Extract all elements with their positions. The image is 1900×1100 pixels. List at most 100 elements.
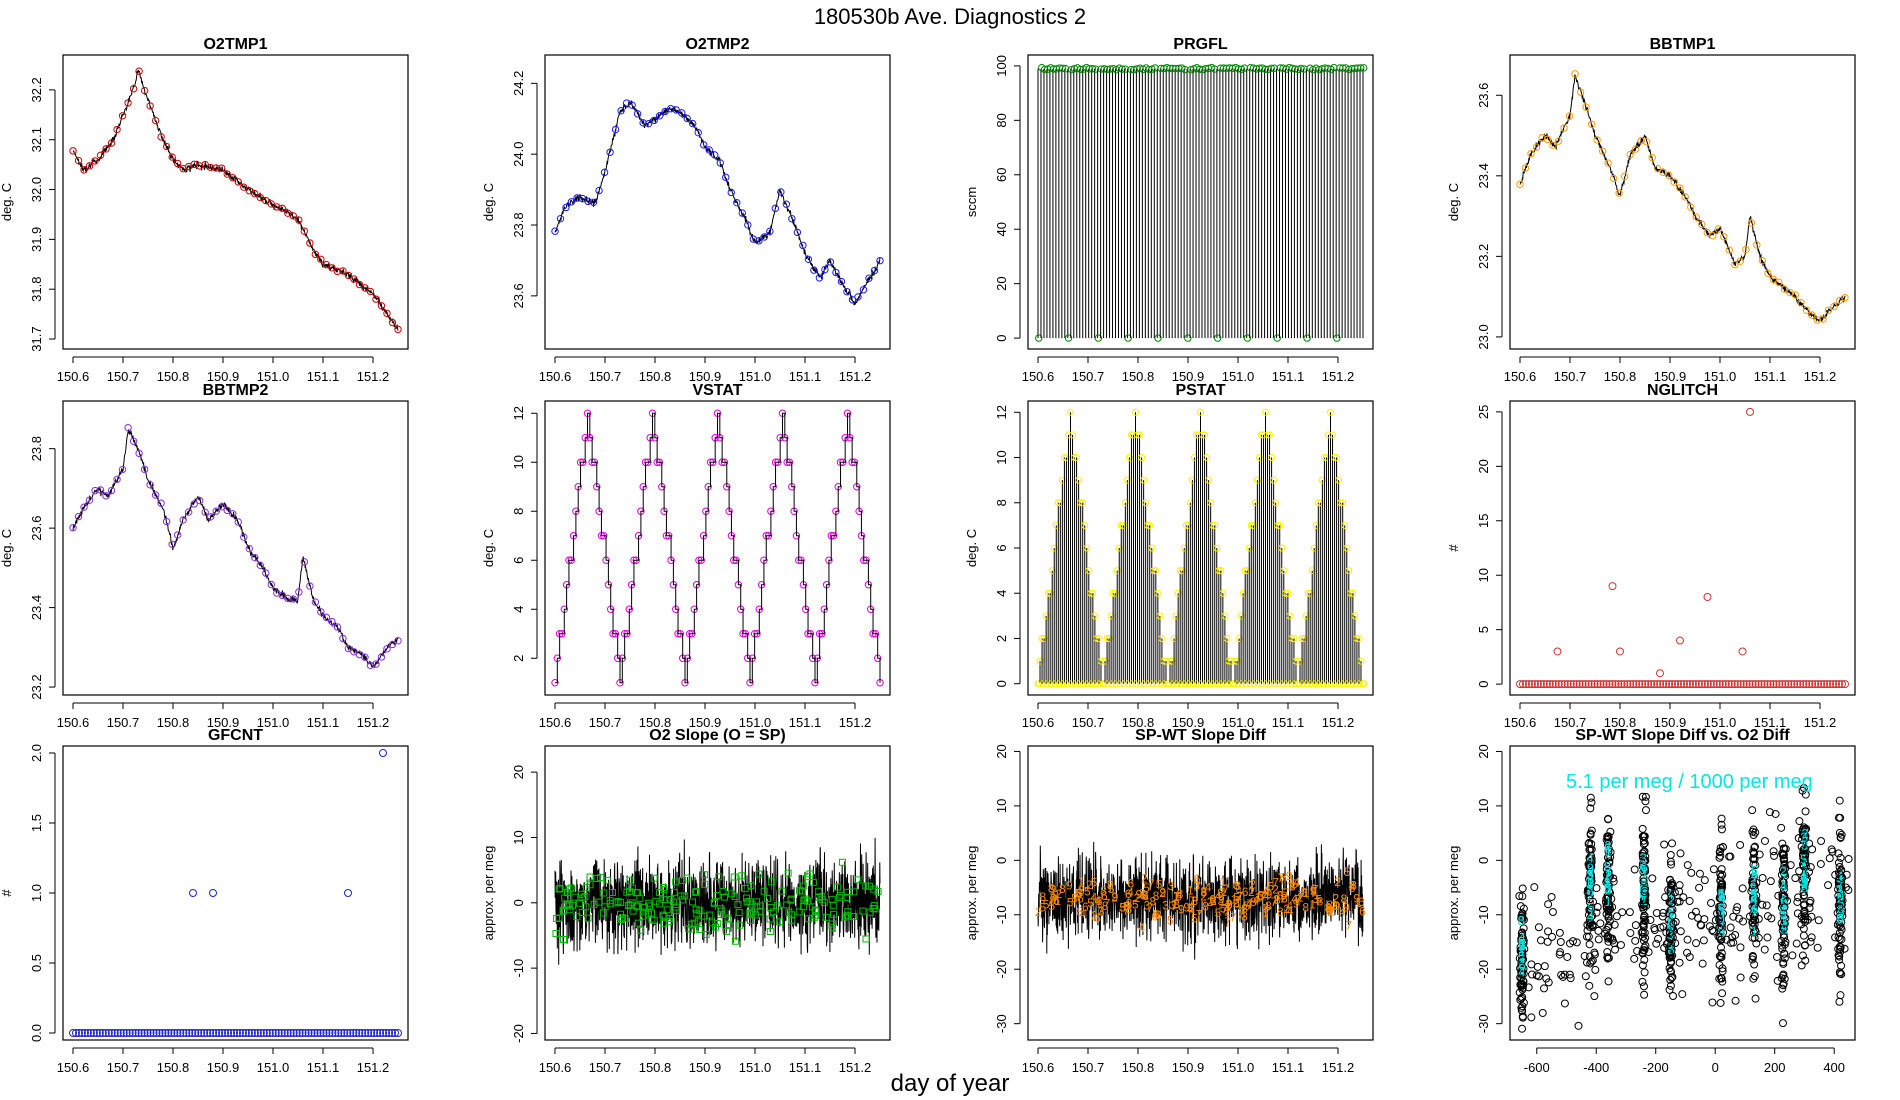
state-marker <box>1089 589 1097 597</box>
slope-marker: 6 <box>1175 890 1182 904</box>
average-marker <box>107 486 116 495</box>
average-marker <box>1819 315 1827 323</box>
slope-marker: 8 <box>1325 901 1332 915</box>
slope-marker: 8 <box>1301 885 1308 899</box>
scatter-point <box>1750 960 1759 969</box>
y-tick-label: 8 <box>511 508 526 515</box>
scatter-point <box>1685 952 1694 961</box>
scatter-point <box>1560 970 1569 979</box>
scatter-point <box>1777 823 1786 832</box>
state-marker <box>1190 454 1198 462</box>
scatter-point <box>1736 973 1745 982</box>
slope-marker: 4 <box>1138 921 1145 935</box>
scatter-point <box>1667 967 1676 976</box>
y-axis-label: deg. C <box>0 183 14 221</box>
slope-marker <box>735 908 743 916</box>
y-tick-label: 20 <box>511 765 526 779</box>
scatter-point <box>1618 908 1627 917</box>
data-point <box>203 1029 212 1037</box>
slope-marker <box>776 918 784 926</box>
scatter-point <box>1755 850 1764 859</box>
x-tick-label: 151.0 <box>257 1060 290 1075</box>
data-point <box>176 1029 185 1037</box>
data-point <box>1754 680 1763 689</box>
data-point <box>1703 680 1712 689</box>
scatter-point <box>1834 858 1843 867</box>
y-tick-label: 1.5 <box>29 814 44 832</box>
slope-marker: 4 <box>1239 909 1246 923</box>
cycle-marker: 5 <box>1751 863 1758 878</box>
slope-marker: 9 <box>1334 899 1341 913</box>
state-marker <box>1235 634 1243 642</box>
y-axis-label: deg. C <box>964 529 979 567</box>
slope-marker <box>672 907 680 915</box>
y-tick-label: 0 <box>994 680 1009 687</box>
data-point <box>1554 680 1563 689</box>
x-tick-label: 150.9 <box>1654 369 1687 384</box>
y-tick-label: 6 <box>994 544 1009 551</box>
slope-marker <box>555 885 563 893</box>
state-marker <box>1172 612 1180 620</box>
cycle-marker: 7 <box>1780 871 1787 886</box>
slope-marker: 7 <box>1195 879 1202 893</box>
state-marker <box>720 458 729 466</box>
slope-marker <box>702 930 710 938</box>
slope-marker: 6 <box>1359 905 1366 919</box>
scatter-point <box>1539 984 1548 993</box>
scatter-point <box>1604 838 1613 847</box>
average-marker <box>1571 70 1579 78</box>
data-point <box>388 1029 397 1037</box>
scatter-point <box>1517 1006 1526 1015</box>
average-marker <box>383 645 391 653</box>
data-point <box>1518 680 1527 689</box>
slope-marker: 5 <box>1191 911 1198 925</box>
state-marker <box>1264 431 1272 439</box>
y-tick-label: 23.0 <box>1476 324 1491 349</box>
state-marker <box>1324 431 1332 439</box>
data-point <box>1796 680 1805 689</box>
slope-marker: 8 <box>1201 885 1208 899</box>
cycle-marker: 2 <box>1605 871 1612 886</box>
state-marker <box>688 630 696 638</box>
scatter-point <box>1801 807 1810 816</box>
state-marker <box>1073 454 1081 462</box>
average-marker <box>157 133 165 141</box>
y-tick-label: 23.4 <box>1476 163 1491 188</box>
scatter-point <box>1801 915 1810 924</box>
scatter-point <box>1638 948 1647 957</box>
data-point <box>1533 680 1542 689</box>
scatter-point <box>1766 877 1775 886</box>
scatter-point <box>1837 883 1846 892</box>
y-tick-label: 32.1 <box>29 127 44 152</box>
data-point <box>310 1029 319 1037</box>
cycle-marker: 3 <box>1750 882 1757 897</box>
x-tick-label: 150.7 <box>1554 369 1587 384</box>
slope-marker <box>874 888 882 896</box>
plot-frame <box>544 400 891 696</box>
data-point <box>1587 680 1596 689</box>
data-point <box>1671 680 1680 689</box>
cycle-marker: 1 <box>1519 948 1526 963</box>
average-marker <box>771 204 780 213</box>
slope-marker <box>689 898 697 906</box>
x-tick-label: 150.8 <box>639 1060 672 1075</box>
slope-marker: 7 <box>1264 904 1271 918</box>
data-point <box>1814 680 1823 689</box>
scatter-point <box>1604 814 1613 823</box>
scatter-point <box>1547 892 1556 901</box>
scatter-point <box>1638 977 1647 986</box>
average-marker <box>1565 112 1574 120</box>
data-point <box>1623 680 1632 689</box>
plot-frame <box>62 400 409 696</box>
scatter-point <box>1656 923 1665 932</box>
x-tick-label: -400 <box>1583 1060 1609 1075</box>
scatter-point <box>1767 914 1776 923</box>
average-marker <box>1521 164 1530 172</box>
data-point <box>1751 680 1760 689</box>
scatter-point <box>1517 934 1526 943</box>
average-marker <box>306 582 314 590</box>
average-marker <box>1764 269 1772 277</box>
cycle-marker: 3 <box>1836 883 1843 898</box>
slope-marker: 8 <box>1150 894 1157 908</box>
scatter-point <box>1778 1019 1787 1028</box>
